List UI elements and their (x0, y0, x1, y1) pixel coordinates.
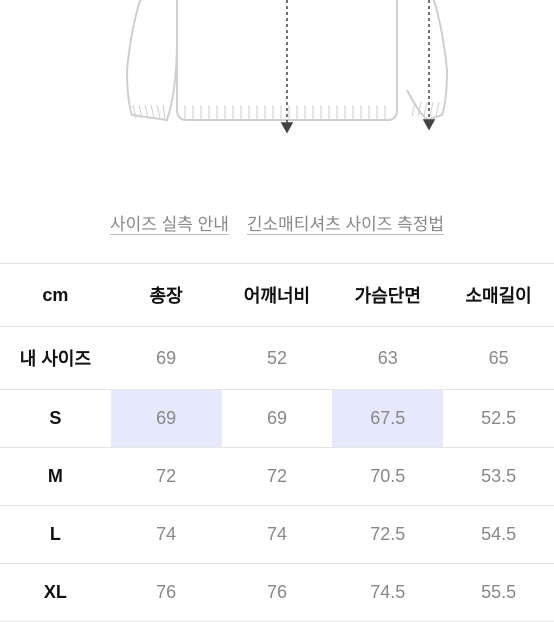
table-cell: 76 (222, 564, 333, 622)
header-sleeve: 소매길이 (443, 264, 554, 327)
table-cell: 55.5 (443, 564, 554, 622)
table-cell: 53.5 (443, 448, 554, 506)
measure-method-link[interactable]: 긴소매티셔츠 사이즈 측정법 (247, 210, 444, 235)
table-cell: 69 (111, 390, 222, 448)
header-chest: 가슴단면 (332, 264, 443, 327)
table-row: M727270.553.5 (0, 448, 554, 506)
row-label: 내 사이즈 (0, 327, 111, 390)
row-label: XL (0, 564, 111, 622)
table-cell: 76 (111, 564, 222, 622)
table-cell: 72.5 (332, 506, 443, 564)
table-row: 내 사이즈69526365 (0, 327, 554, 390)
table-cell: 52 (222, 327, 333, 390)
table-cell: 72 (222, 448, 333, 506)
table-cell: 54.5 (443, 506, 554, 564)
table-row: S696967.552.5 (0, 390, 554, 448)
table-cell: 63 (332, 327, 443, 390)
row-label: M (0, 448, 111, 506)
table-cell: 74 (222, 506, 333, 564)
table-cell: 69 (111, 327, 222, 390)
links-row: 사이즈 실측 안내 긴소매티셔츠 사이즈 측정법 (0, 210, 554, 235)
table-header-row: cm 총장 어깨너비 가슴단면 소매길이 (0, 264, 554, 327)
header-unit: cm (0, 264, 111, 327)
header-shoulder: 어깨너비 (222, 264, 333, 327)
row-label: L (0, 506, 111, 564)
table-cell: 67.5 (332, 390, 443, 448)
table-cell: 72 (111, 448, 222, 506)
row-label: S (0, 390, 111, 448)
garment-diagram (0, 0, 554, 180)
table-row: XL767674.555.5 (0, 564, 554, 622)
table-row: L747472.554.5 (0, 506, 554, 564)
table-cell: 74 (111, 506, 222, 564)
header-length: 총장 (111, 264, 222, 327)
size-guide-link[interactable]: 사이즈 실측 안내 (110, 210, 229, 235)
size-table: cm 총장 어깨너비 가슴단면 소매길이 내 사이즈69526365S69696… (0, 263, 554, 622)
table-cell: 52.5 (443, 390, 554, 448)
table-cell: 69 (222, 390, 333, 448)
table-cell: 65 (443, 327, 554, 390)
table-cell: 70.5 (332, 448, 443, 506)
table-body: 내 사이즈69526365S696967.552.5M727270.553.5L… (0, 327, 554, 622)
garment-outline-svg (57, 0, 497, 180)
table-cell: 74.5 (332, 564, 443, 622)
